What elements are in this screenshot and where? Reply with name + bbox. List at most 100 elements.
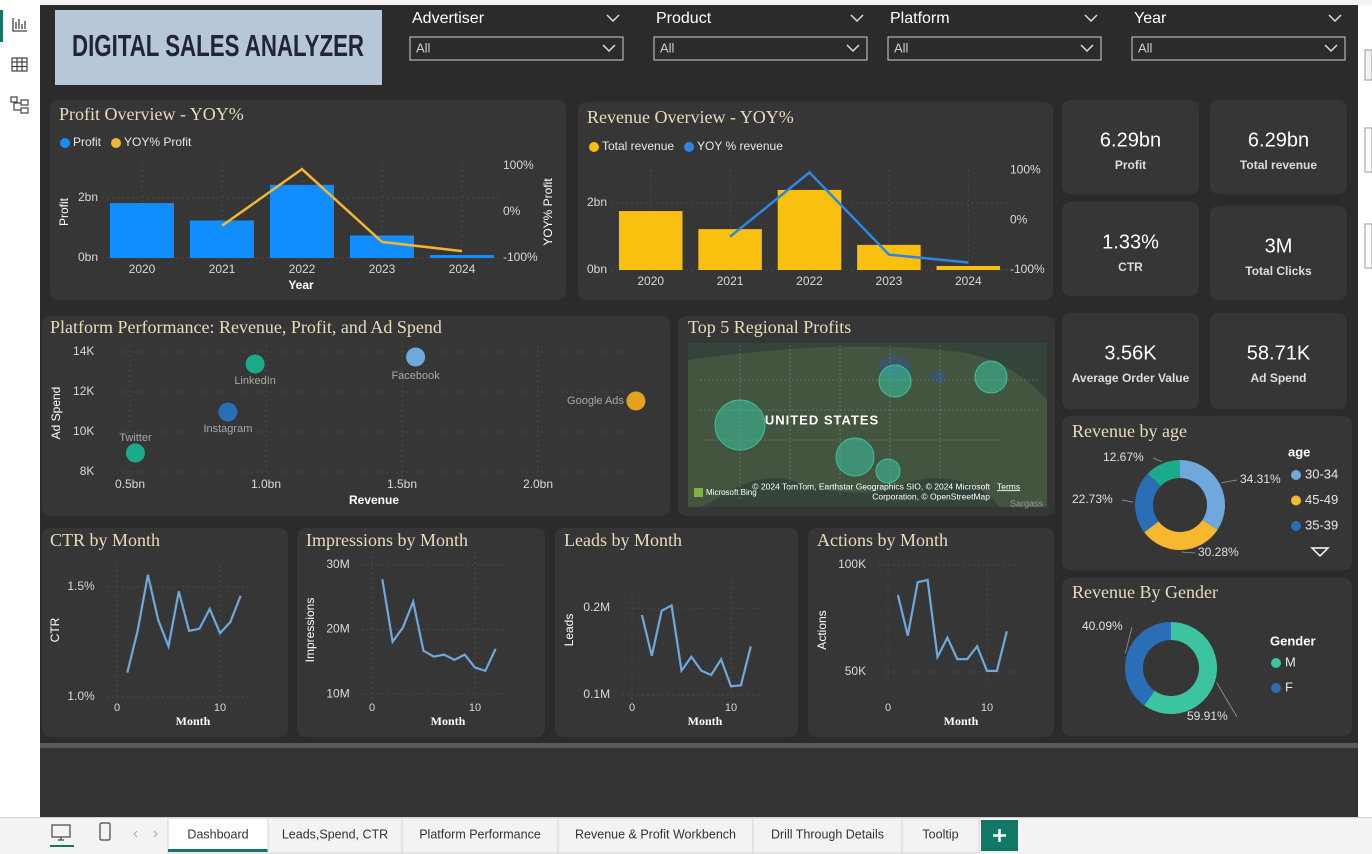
- canvas-bottom: [40, 748, 1358, 817]
- icon[interactable]: [12, 18, 27, 32]
- tab[interactable]: [557, 817, 754, 854]
- y-axis-title: Profit: [57, 197, 71, 226]
- mobile-icon[interactable]: [99, 822, 111, 841]
- legend-marker: [1291, 521, 1301, 531]
- tab[interactable]: [752, 817, 903, 854]
- tab-label[interactable]: Drill Through Details: [771, 827, 884, 841]
- bar: [430, 255, 494, 258]
- y-tick-label: 50K: [845, 664, 866, 678]
- tab-label[interactable]: Platform Performance: [419, 827, 541, 841]
- y-tick-label: 0.1M: [583, 687, 610, 701]
- legend-label: YOY % revenue: [697, 139, 783, 153]
- y-tick-label: 0bn: [78, 250, 98, 264]
- leader-line: [1221, 479, 1238, 484]
- filter-dropdown[interactable]: [409, 36, 624, 61]
- report-view-icon[interactable]: [12, 18, 27, 32]
- filter-label: Advertiser: [412, 10, 485, 27]
- filter-dropdown[interactable]: [653, 36, 868, 61]
- icon[interactable]: [12, 58, 27, 71]
- x-axis-title: Year: [288, 278, 314, 292]
- map-bubble: [878, 364, 912, 398]
- filter-dropdown[interactable]: [1131, 36, 1346, 61]
- tab-label[interactable]: Revenue & Profit Workbench: [575, 827, 736, 841]
- map-bubble: [875, 458, 901, 484]
- tab[interactable]: [401, 817, 559, 854]
- legend-label: Profit: [73, 135, 102, 149]
- kpi-value: 3.56K: [1104, 342, 1157, 364]
- map-terms[interactable]: Terms: [997, 481, 1020, 491]
- legend-label: F: [1285, 679, 1293, 694]
- x-tick-label: 0: [629, 702, 635, 714]
- panel: [1062, 202, 1199, 296]
- desktop-icon[interactable]: [51, 824, 71, 841]
- kpi-label: Profit: [1115, 158, 1146, 172]
- icon[interactable]: [11, 57, 28, 72]
- y-axis-title: CTR: [48, 617, 62, 642]
- x-axis-title: Revenue: [349, 493, 399, 507]
- x-tick-label: 1.5bn: [387, 477, 417, 491]
- chart-title: Impressions by Month: [306, 530, 468, 550]
- x-tick-label: 1.0bn: [251, 477, 281, 491]
- tab-label[interactable]: Leads,Spend, CTR: [282, 827, 388, 841]
- pane-box: [1364, 223, 1372, 269]
- kpi-value: 6.29bn: [1100, 129, 1161, 151]
- desktop-indicator: [50, 845, 74, 847]
- legend-marker: [589, 142, 599, 152]
- dropdown-chevron: [1080, 44, 1094, 53]
- y2-tick-label: 100%: [1010, 163, 1041, 177]
- legend-more[interactable]: [1310, 547, 1330, 558]
- x-tick-label: 10: [469, 702, 481, 714]
- map-attribution: © 2024 TomTom, Earthstar Geographics SIO…: [752, 481, 990, 491]
- chart-title: Leads by Month: [564, 530, 682, 550]
- x-tick-label: 10: [214, 702, 226, 714]
- legend-marker: [1291, 470, 1301, 480]
- legend-label: M: [1285, 654, 1296, 669]
- legend-marker: [1271, 658, 1281, 668]
- kpi-label: Total Clicks: [1245, 264, 1312, 278]
- x-axis-title: Month: [688, 714, 723, 728]
- model-view-icon[interactable]: [10, 96, 29, 114]
- x-tick-label: 2023: [876, 274, 903, 288]
- icon[interactable]: [58, 837, 64, 841]
- map-bubble: [974, 360, 1008, 394]
- icon[interactable]: [13, 102, 21, 111]
- tab-scroll[interactable]: [133, 830, 158, 838]
- y2-tick-label: -100%: [1010, 262, 1045, 276]
- kpi-value: 1.33%: [1102, 231, 1159, 253]
- tab[interactable]: [901, 817, 980, 854]
- legend-label: 30-34: [1305, 466, 1338, 481]
- title-box: [55, 10, 382, 85]
- map-title: Top 5 Regional Profits: [688, 317, 851, 337]
- x-tick-label: 10: [725, 702, 737, 714]
- y-tick-label: 0bn: [587, 262, 607, 276]
- line: [221, 167, 463, 253]
- tab-label[interactable]: Dashboard: [187, 827, 248, 841]
- table-view-icon[interactable]: [11, 57, 28, 72]
- tab[interactable]: [167, 817, 269, 854]
- filter-value[interactable]: All: [416, 40, 431, 55]
- y-tick-label: 2bn: [78, 190, 98, 204]
- tab-label[interactable]: Tooltip: [922, 827, 958, 841]
- legend-title: age: [1288, 444, 1310, 459]
- point-label: Instagram: [203, 423, 252, 435]
- value-label: 22.73%: [1072, 492, 1113, 506]
- point-label: Google Ads: [567, 395, 624, 407]
- map-attribution: Corporation, © OpenStreetMap: [872, 491, 990, 501]
- add-icon[interactable]: [993, 829, 1006, 842]
- chart-title: Revenue by age: [1072, 421, 1187, 441]
- chart-title: Revenue By Gender: [1072, 582, 1218, 602]
- chevron: [850, 14, 864, 23]
- legend-marker: [1291, 495, 1301, 506]
- x-tick-label: 2024: [955, 274, 982, 288]
- filter-value[interactable]: All: [660, 40, 675, 55]
- filter-dropdown[interactable]: [887, 36, 1102, 61]
- legend-marker: [60, 138, 70, 148]
- dropdown-chevron: [602, 44, 616, 53]
- kpi-label: CTR: [1118, 260, 1143, 274]
- filter-value[interactable]: All: [894, 40, 909, 55]
- tab[interactable]: [267, 817, 403, 854]
- filter-value[interactable]: All: [1138, 40, 1153, 55]
- legend-title: Gender: [1270, 633, 1316, 648]
- x-tick-label: 2.0bn: [523, 477, 553, 491]
